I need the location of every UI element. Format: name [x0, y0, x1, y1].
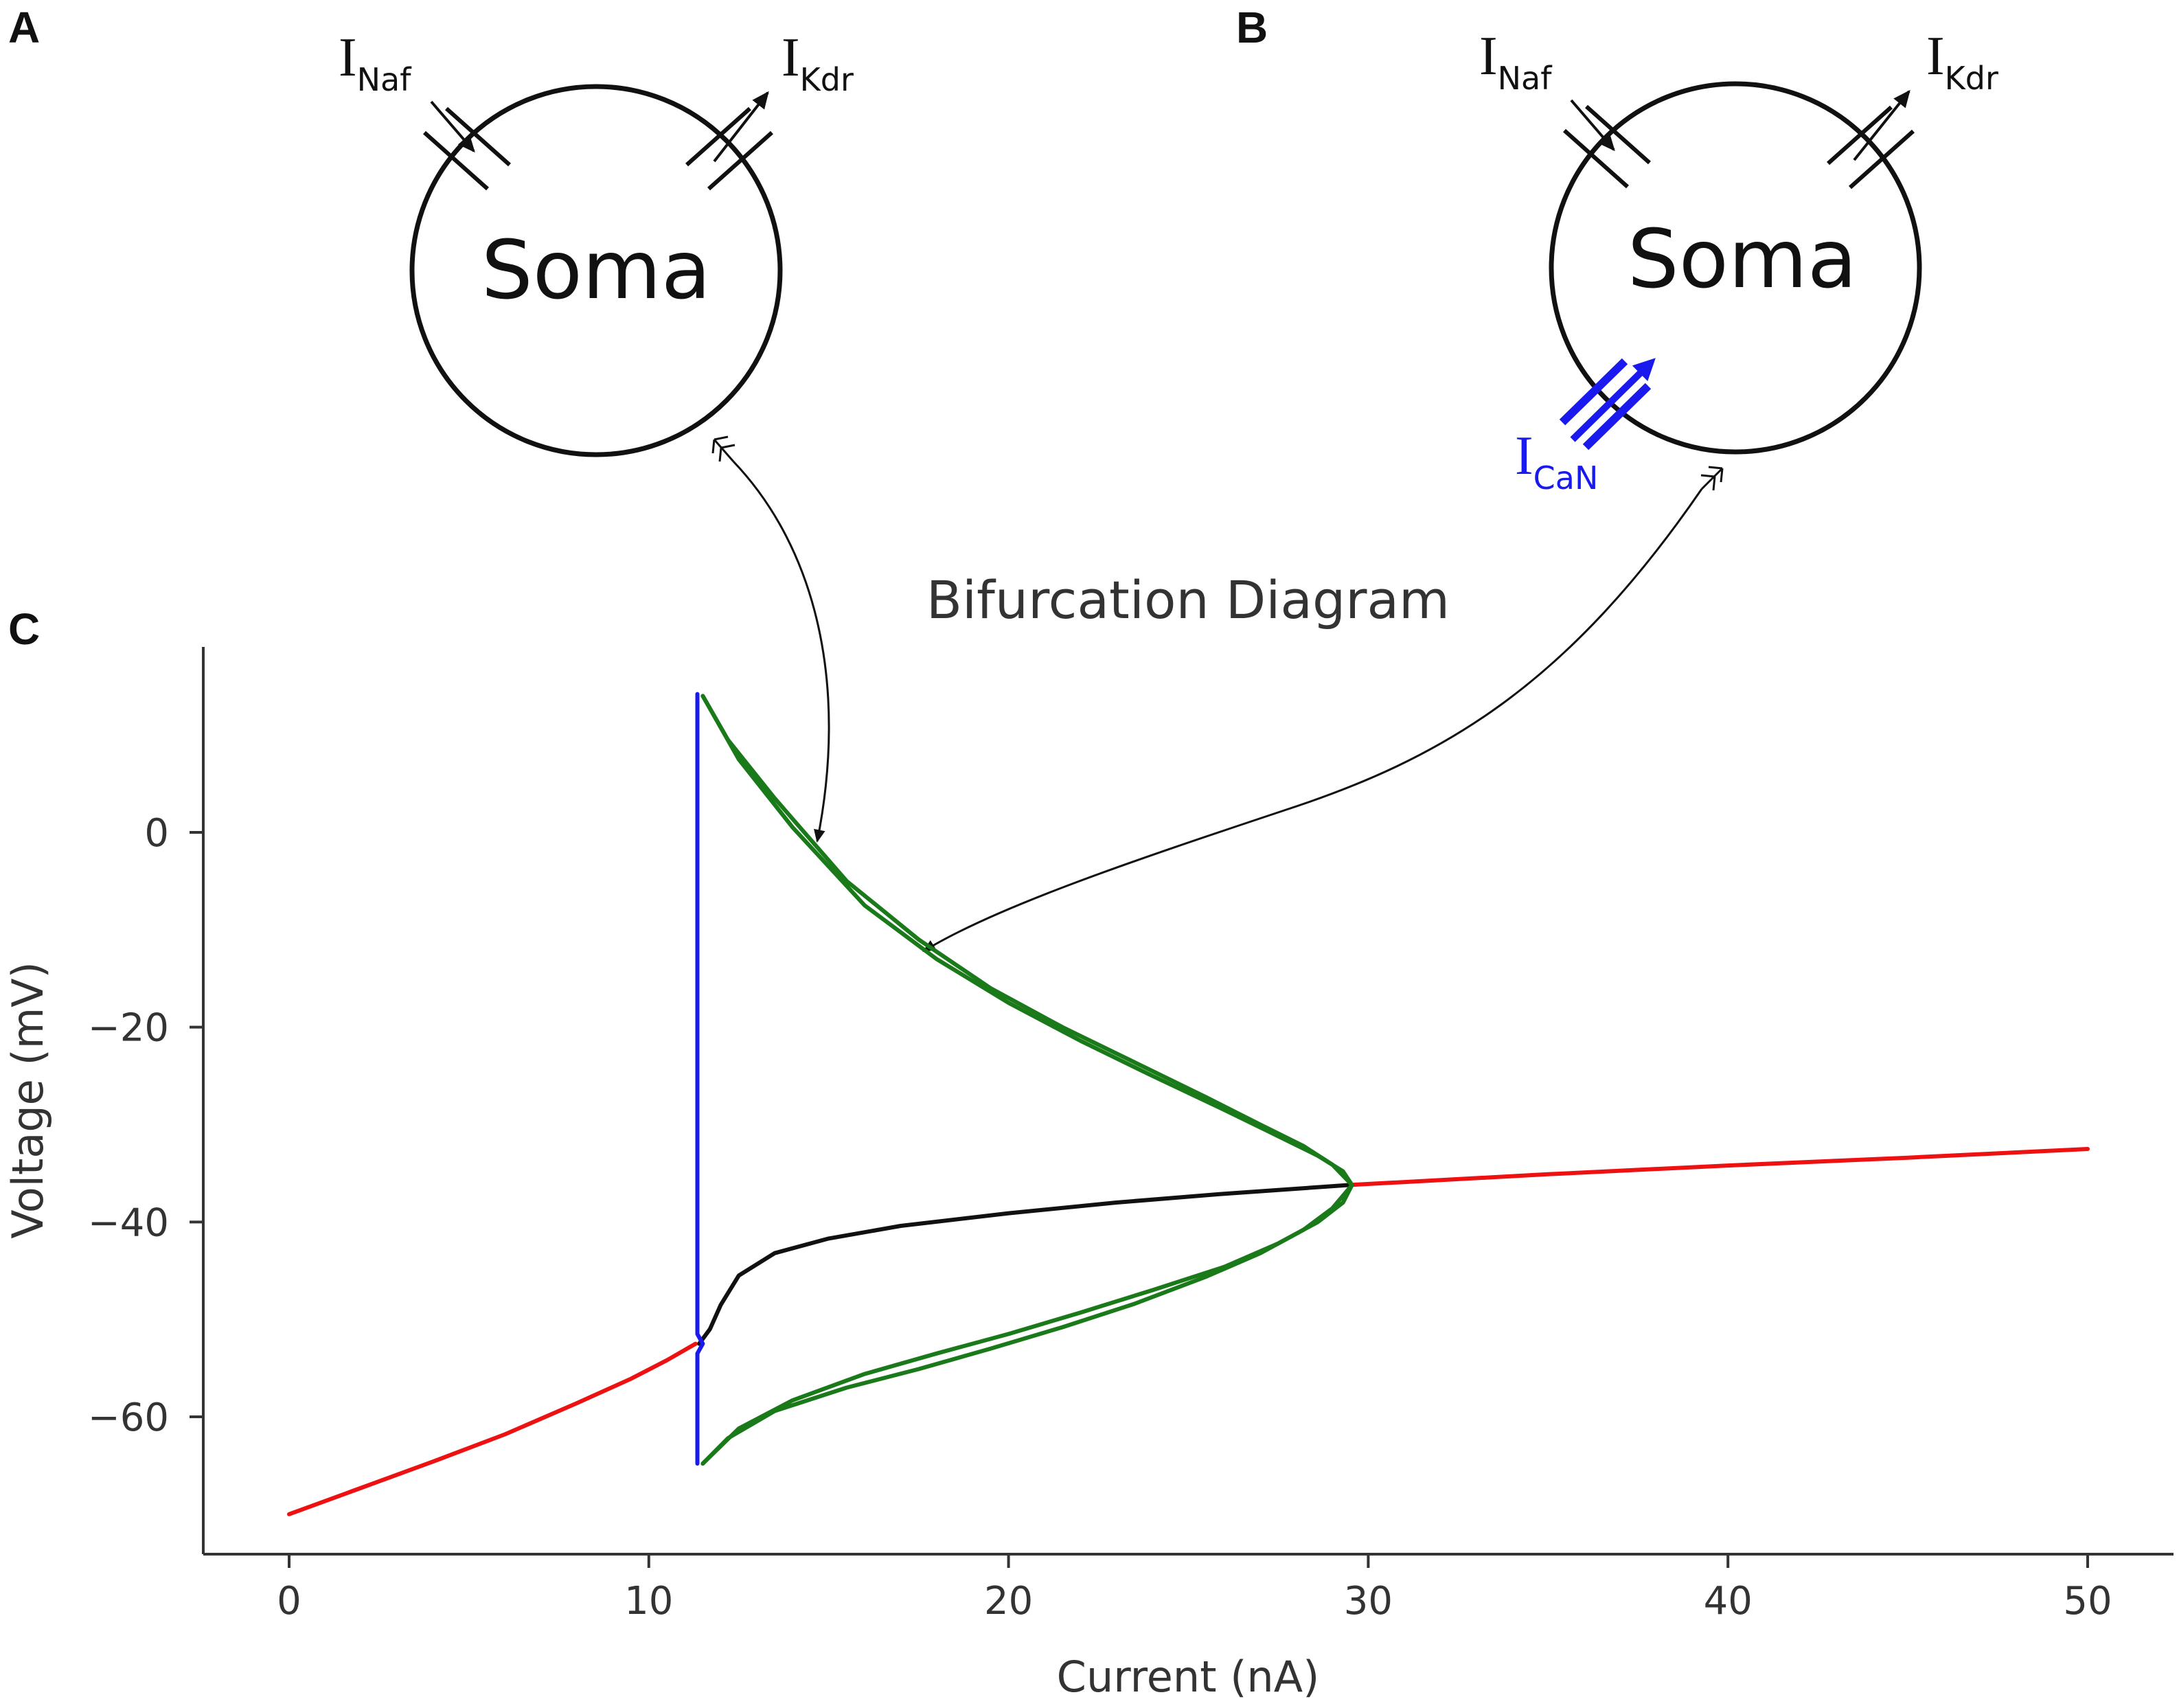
- soma-label-b: Soma: [1628, 212, 1857, 306]
- series-line-0: [287, 1341, 698, 1516]
- series-layer: [287, 692, 2090, 1516]
- series-line-3: [695, 692, 705, 1466]
- x-tick-label: 10: [624, 1579, 673, 1624]
- y-axis-label: Voltage (mV): [3, 961, 53, 1238]
- series-line-2: [697, 1183, 1353, 1346]
- can-current-b: ICaN: [1515, 426, 1598, 497]
- naf-current-b: INaf: [1479, 26, 1553, 97]
- x-tick-label: 30: [1344, 1579, 1393, 1624]
- panel-letter-c: C: [8, 604, 40, 654]
- x-tick-label: 0: [277, 1579, 301, 1624]
- chart-title: Bifurcation Diagram: [926, 569, 1450, 630]
- x-tick-label: 50: [2063, 1579, 2112, 1624]
- arrow-a-to-curve: [732, 460, 830, 843]
- x-tick-label: 40: [1704, 1579, 1753, 1624]
- series-line-1: [1348, 1147, 2090, 1187]
- naf-current-a: INaf: [339, 27, 412, 98]
- kdr-channel-a: [685, 91, 773, 191]
- series-line-5: [700, 694, 1354, 1466]
- kdr-current-a: IKdr: [782, 27, 854, 98]
- panel-a: A Soma INaf IKdr: [8, 3, 854, 457]
- panel-c: C Bifurcation Diagram 0 10 20 30 40 50 0 −20 −4…: [3, 569, 2174, 1702]
- x-axis-ticks: 0 10 20 30 40 50: [277, 1554, 2112, 1624]
- panel-letter-b: B: [1236, 3, 1268, 52]
- kdr-current-b: IKdr: [1926, 26, 1998, 97]
- y-tick-label: −20: [88, 1006, 169, 1051]
- y-tick-label: −40: [88, 1200, 169, 1245]
- naf-channel-a: [423, 100, 511, 191]
- feather-icon-b: [1700, 466, 1724, 491]
- x-tick-label: 20: [984, 1579, 1033, 1624]
- kdr-channel-b: [1827, 89, 1915, 190]
- can-channel-b: [1559, 358, 1656, 451]
- panel-letter-a: A: [8, 3, 40, 52]
- arrow-b-to-curve: [922, 488, 1703, 953]
- soma-label-a: Soma: [481, 223, 711, 317]
- y-axis-ticks: 0 −20 −40 −60: [88, 811, 203, 1440]
- feather-icon-a: [711, 435, 735, 462]
- connector-arrows: [711, 435, 1724, 953]
- soma-circle-b: [1549, 81, 1922, 455]
- naf-channel-b: [1563, 99, 1651, 189]
- y-tick-label: −60: [88, 1396, 169, 1440]
- panel-b: B Soma INaf IKdr ICaN: [1236, 3, 1998, 497]
- series-line-4: [700, 694, 1354, 1466]
- y-tick-label: 0: [144, 811, 169, 856]
- x-axis-label: Current (nA): [1057, 1652, 1320, 1702]
- soma-circle-a: [409, 84, 783, 457]
